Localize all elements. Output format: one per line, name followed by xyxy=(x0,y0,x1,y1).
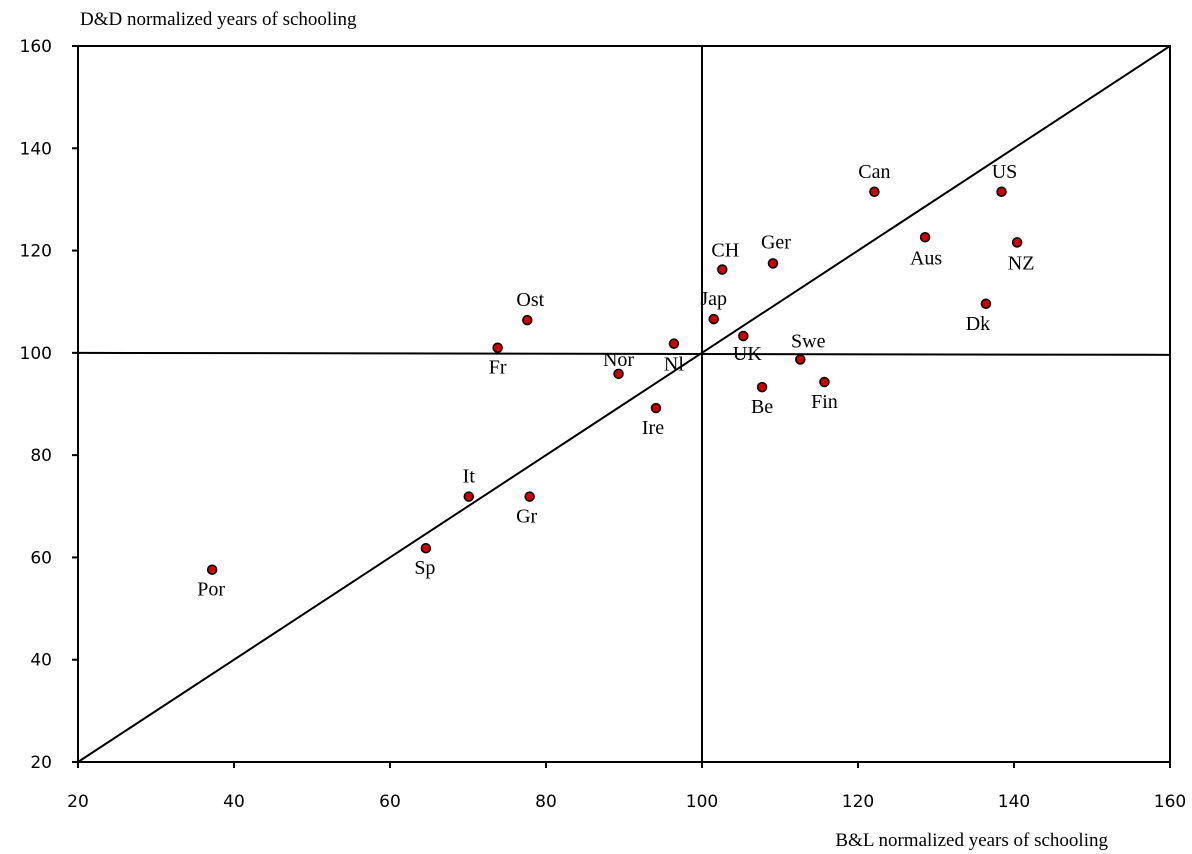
x-tick-label: 80 xyxy=(535,792,557,812)
x-tick-label: 60 xyxy=(379,792,401,812)
point-label: Sp xyxy=(414,557,435,579)
y-axis-title: D&D normalized years of schooling xyxy=(80,9,357,30)
x-tick-label: 120 xyxy=(842,792,874,812)
x-tick-label: 140 xyxy=(998,792,1030,812)
data-point xyxy=(795,354,806,365)
y-tick-label: 120 xyxy=(20,242,52,262)
y-tick-label: 60 xyxy=(30,548,52,568)
point-label: Can xyxy=(858,161,890,183)
data-points: Por Sp It Gr Fr Ost Nor Nl Ire Jap CH UK Ger Be Swe Fin… xyxy=(197,161,1034,601)
data-point xyxy=(717,264,728,275)
data-point xyxy=(708,313,719,325)
point-label: Aus xyxy=(910,247,942,269)
data-point xyxy=(919,232,931,243)
y-tick-label: 160 xyxy=(20,37,52,57)
data-point xyxy=(524,491,535,502)
data-point xyxy=(756,381,768,393)
data-point xyxy=(420,542,432,554)
point-label: Fr xyxy=(489,357,507,379)
y-tick-label: 140 xyxy=(20,139,52,159)
x-axis-title: B&L normalized years of schooling xyxy=(835,830,1108,851)
data-point xyxy=(869,186,880,198)
point-label: Ger xyxy=(761,231,791,253)
diagonal-line xyxy=(77,45,1171,763)
x-tick-label: 160 xyxy=(1154,792,1186,812)
y-tick-label: 100 xyxy=(20,344,52,364)
point-label: Nor xyxy=(603,349,634,371)
point-label: Por xyxy=(197,579,225,601)
data-point xyxy=(613,368,624,380)
data-point xyxy=(1011,237,1023,248)
data-point xyxy=(767,258,779,269)
point-label: Gr xyxy=(516,506,537,528)
point-label: US xyxy=(992,161,1018,183)
point-label: Ire xyxy=(642,417,664,439)
point-label: Ost xyxy=(516,289,544,311)
plot-frame xyxy=(77,45,1171,763)
axes: 20 40 60 80 100 120 140 160 20 40 60 80 100 120 140 160 xyxy=(20,37,1187,812)
point-label: Fin xyxy=(811,391,838,413)
point-label: NZ xyxy=(1008,252,1035,274)
point-label: It xyxy=(463,466,476,488)
point-label: Be xyxy=(751,396,773,418)
data-point xyxy=(980,298,992,310)
point-label: Dk xyxy=(966,313,990,335)
data-point xyxy=(668,338,680,349)
x-tick-label: 100 xyxy=(686,792,718,812)
data-point xyxy=(492,342,503,353)
point-label: Nl xyxy=(664,354,684,376)
data-point xyxy=(996,186,1007,198)
y-tick-label: 80 xyxy=(30,446,52,466)
x-tick-label: 40 xyxy=(223,792,245,812)
data-point xyxy=(650,402,662,414)
data-point xyxy=(738,330,749,342)
data-point xyxy=(206,564,218,575)
reference-lines xyxy=(77,45,1171,763)
x-tick-label: 20 xyxy=(67,792,89,812)
data-point xyxy=(463,491,475,502)
point-label: UK xyxy=(733,343,762,365)
horizontal-reference-line xyxy=(77,351,1171,356)
y-tick-label: 20 xyxy=(30,753,52,773)
point-label: Jap xyxy=(700,288,727,310)
data-point xyxy=(522,314,533,326)
y-tick-label: 40 xyxy=(30,651,52,671)
data-point xyxy=(819,376,830,388)
point-label: CH xyxy=(711,239,739,261)
point-label: Swe xyxy=(791,331,826,353)
